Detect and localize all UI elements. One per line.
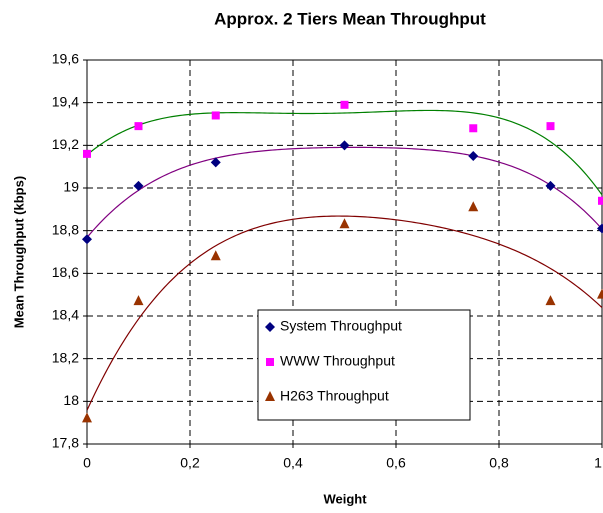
y-tick-label: 18,8 (52, 221, 79, 237)
legend-marker (265, 391, 275, 401)
x-tick-label: 0 (83, 455, 91, 471)
trendline (87, 109, 603, 196)
x-axis-label: Weight (323, 491, 367, 506)
legend-label: H263 Throughput (280, 388, 389, 404)
y-tick-label: 19,4 (52, 93, 79, 109)
point (211, 111, 220, 120)
y-tick-label: 18 (63, 392, 79, 408)
point (597, 288, 603, 299)
legend (257, 309, 471, 421)
chart-title: Approx. 2 Tiers Mean Throughput (214, 9, 486, 28)
point (545, 180, 556, 191)
point (545, 295, 556, 306)
y-tick-label: 19,6 (52, 51, 79, 67)
point (134, 122, 143, 131)
trendline (87, 215, 603, 411)
point (210, 250, 221, 261)
x-tick-label: 0,6 (386, 455, 406, 471)
point (339, 218, 350, 229)
point (339, 140, 350, 151)
x-tick-label: 0,4 (283, 455, 303, 471)
point (82, 234, 92, 245)
y-tick-label: 17,8 (52, 435, 79, 451)
y-tick-label: 18,2 (52, 349, 79, 365)
legend-label: System Throughput (280, 318, 402, 334)
legend-marker (266, 358, 274, 366)
y-tick-label: 19 (63, 179, 79, 195)
point (469, 124, 478, 133)
point (468, 201, 479, 212)
point (82, 412, 92, 423)
y-tick-label: 18,4 (52, 307, 79, 323)
y-axis-label: Mean Throughput (kbps) (11, 176, 26, 328)
plot-border (86, 59, 603, 445)
point (83, 149, 91, 158)
y-tick-label: 19,2 (52, 136, 79, 152)
point (598, 196, 603, 205)
legend-marker (265, 322, 275, 332)
point (468, 151, 479, 161)
x-tick-label: 1 (594, 455, 602, 471)
point (210, 157, 221, 168)
point (340, 100, 349, 109)
point (546, 122, 555, 131)
point (133, 180, 144, 191)
y-tick-label: 18,6 (52, 264, 79, 280)
x-tick-label: 0,2 (180, 455, 200, 471)
x-tick-label: 0,8 (489, 455, 509, 471)
legend-label: WWW Throughput (280, 353, 395, 369)
point (133, 295, 144, 306)
point (597, 223, 603, 234)
